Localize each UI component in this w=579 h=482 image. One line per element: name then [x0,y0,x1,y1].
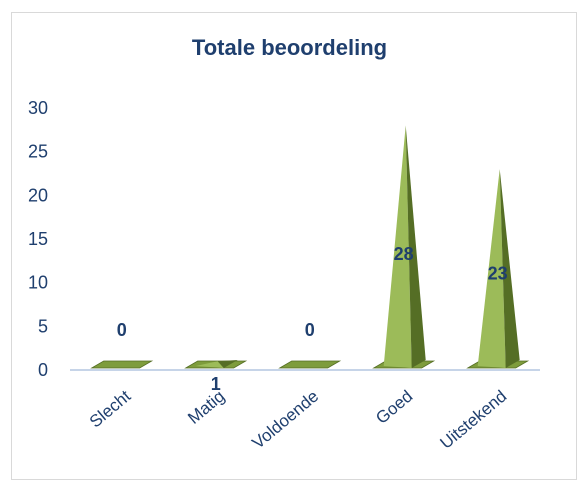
chart-title: Totale beoordeling [191,35,388,60]
bars [90,125,530,369]
bar-face-left [477,169,506,368]
data-label: 1 [211,374,221,394]
bar [184,360,248,369]
x-axis: Slecht Matig Voldoende Goed Uitstekend [70,369,540,453]
y-tick-label: 10 [28,273,48,293]
y-tick-label: 30 [28,98,48,118]
data-label: 0 [117,320,127,340]
bar-face-left [383,125,412,368]
bar-base [278,360,342,369]
bar [466,169,530,369]
y-tick-label: 0 [38,360,48,380]
x-tick-label: Slecht [86,386,135,431]
y-tick-label: 5 [38,316,48,336]
bar-face-right [499,169,520,368]
bar [90,360,154,369]
y-tick-label: 25 [28,142,48,162]
bar-face-right [405,125,426,368]
y-tick-label: 15 [28,229,48,249]
y-axis: 0 5 10 15 20 25 30 [28,98,48,380]
x-tick-label: Goed [372,387,416,428]
x-tick-label: Uitstekend [437,387,511,453]
bar [372,125,436,369]
data-label: 0 [305,320,315,340]
x-tick-label: Voldoende [248,387,322,453]
data-label: 23 [488,264,508,284]
data-labels: 0 1 0 28 23 [117,244,508,394]
bar [278,360,342,369]
x-tick-label: Matig [184,387,228,428]
bar-face-right [217,360,238,368]
data-label: 28 [394,244,414,264]
y-tick-label: 20 [28,185,48,205]
bar-face-left [195,361,224,368]
chart-frame [11,12,577,480]
bar-base [90,360,154,369]
